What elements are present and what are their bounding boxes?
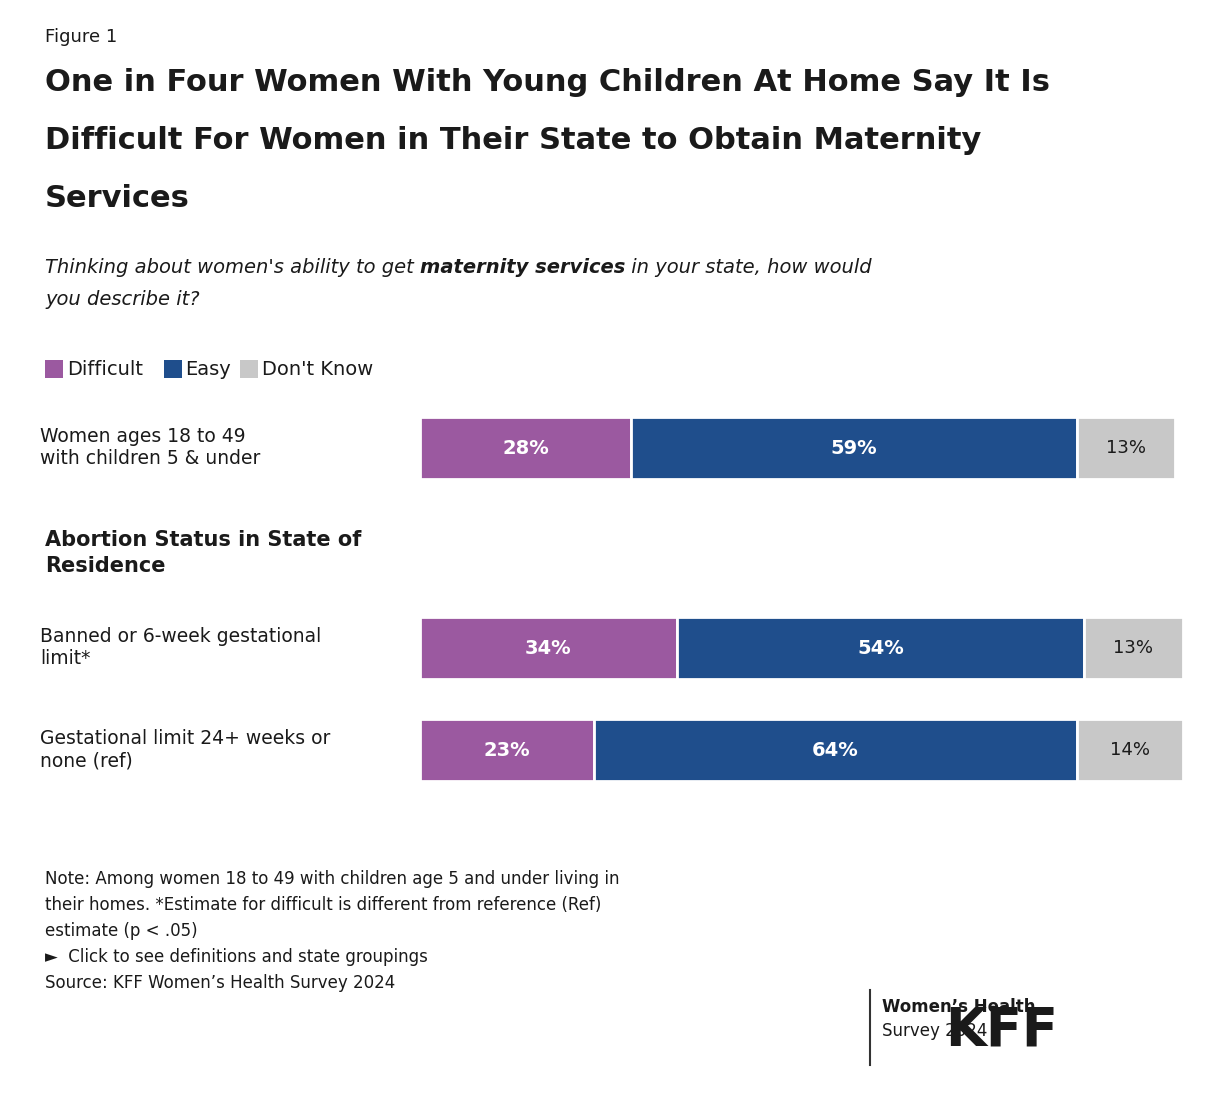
Text: KFF: KFF [946,1005,1058,1057]
Text: Abortion Status in State of
Residence: Abortion Status in State of Residence [45,530,361,576]
Text: 28%: 28% [503,439,549,457]
Text: 13%: 13% [1105,439,1146,457]
Text: ►  Click to see definitions and state groupings: ► Click to see definitions and state gro… [45,948,428,965]
Text: Easy: Easy [185,360,232,379]
Text: 64%: 64% [811,740,859,759]
Text: Thinking about women's ability to get: Thinking about women's ability to get [45,258,420,277]
Text: Don't Know: Don't Know [261,360,373,379]
Text: One in Four Women With Young Children At Home Say It Is: One in Four Women With Young Children At… [45,68,1050,97]
Text: Difficult: Difficult [67,360,143,379]
Text: Figure 1: Figure 1 [45,28,117,46]
Text: Services: Services [45,184,190,213]
Text: 54%: 54% [858,638,904,657]
Text: Source: KFF Women’s Health Survey 2024: Source: KFF Women’s Health Survey 2024 [45,974,395,992]
Text: Survey 2024: Survey 2024 [882,1021,987,1040]
Text: in your state, how would: in your state, how would [626,258,872,277]
Text: you describe it?: you describe it? [45,290,200,309]
Text: Banned or 6-week gestational
limit*: Banned or 6-week gestational limit* [40,627,321,669]
Text: 59%: 59% [831,439,877,457]
Text: Difficult For Women in Their State to Obtain Maternity: Difficult For Women in Their State to Ob… [45,127,981,155]
Text: estimate (p < .05): estimate (p < .05) [45,922,198,940]
Text: Women’s Health: Women’s Health [882,998,1036,1016]
Text: 13%: 13% [1114,640,1153,657]
Text: Gestational limit 24+ weeks or
none (ref): Gestational limit 24+ weeks or none (ref… [40,729,331,771]
Text: 34%: 34% [525,638,572,657]
Text: Women ages 18 to 49
with children 5 & under: Women ages 18 to 49 with children 5 & un… [40,428,260,468]
Text: maternity services: maternity services [420,258,626,277]
Text: 14%: 14% [1110,741,1149,759]
Text: their homes. *Estimate for difficult is different from reference (Ref): their homes. *Estimate for difficult is … [45,896,601,914]
Text: Note: Among women 18 to 49 with children age 5 and under living in: Note: Among women 18 to 49 with children… [45,870,620,888]
Text: 23%: 23% [483,740,531,759]
